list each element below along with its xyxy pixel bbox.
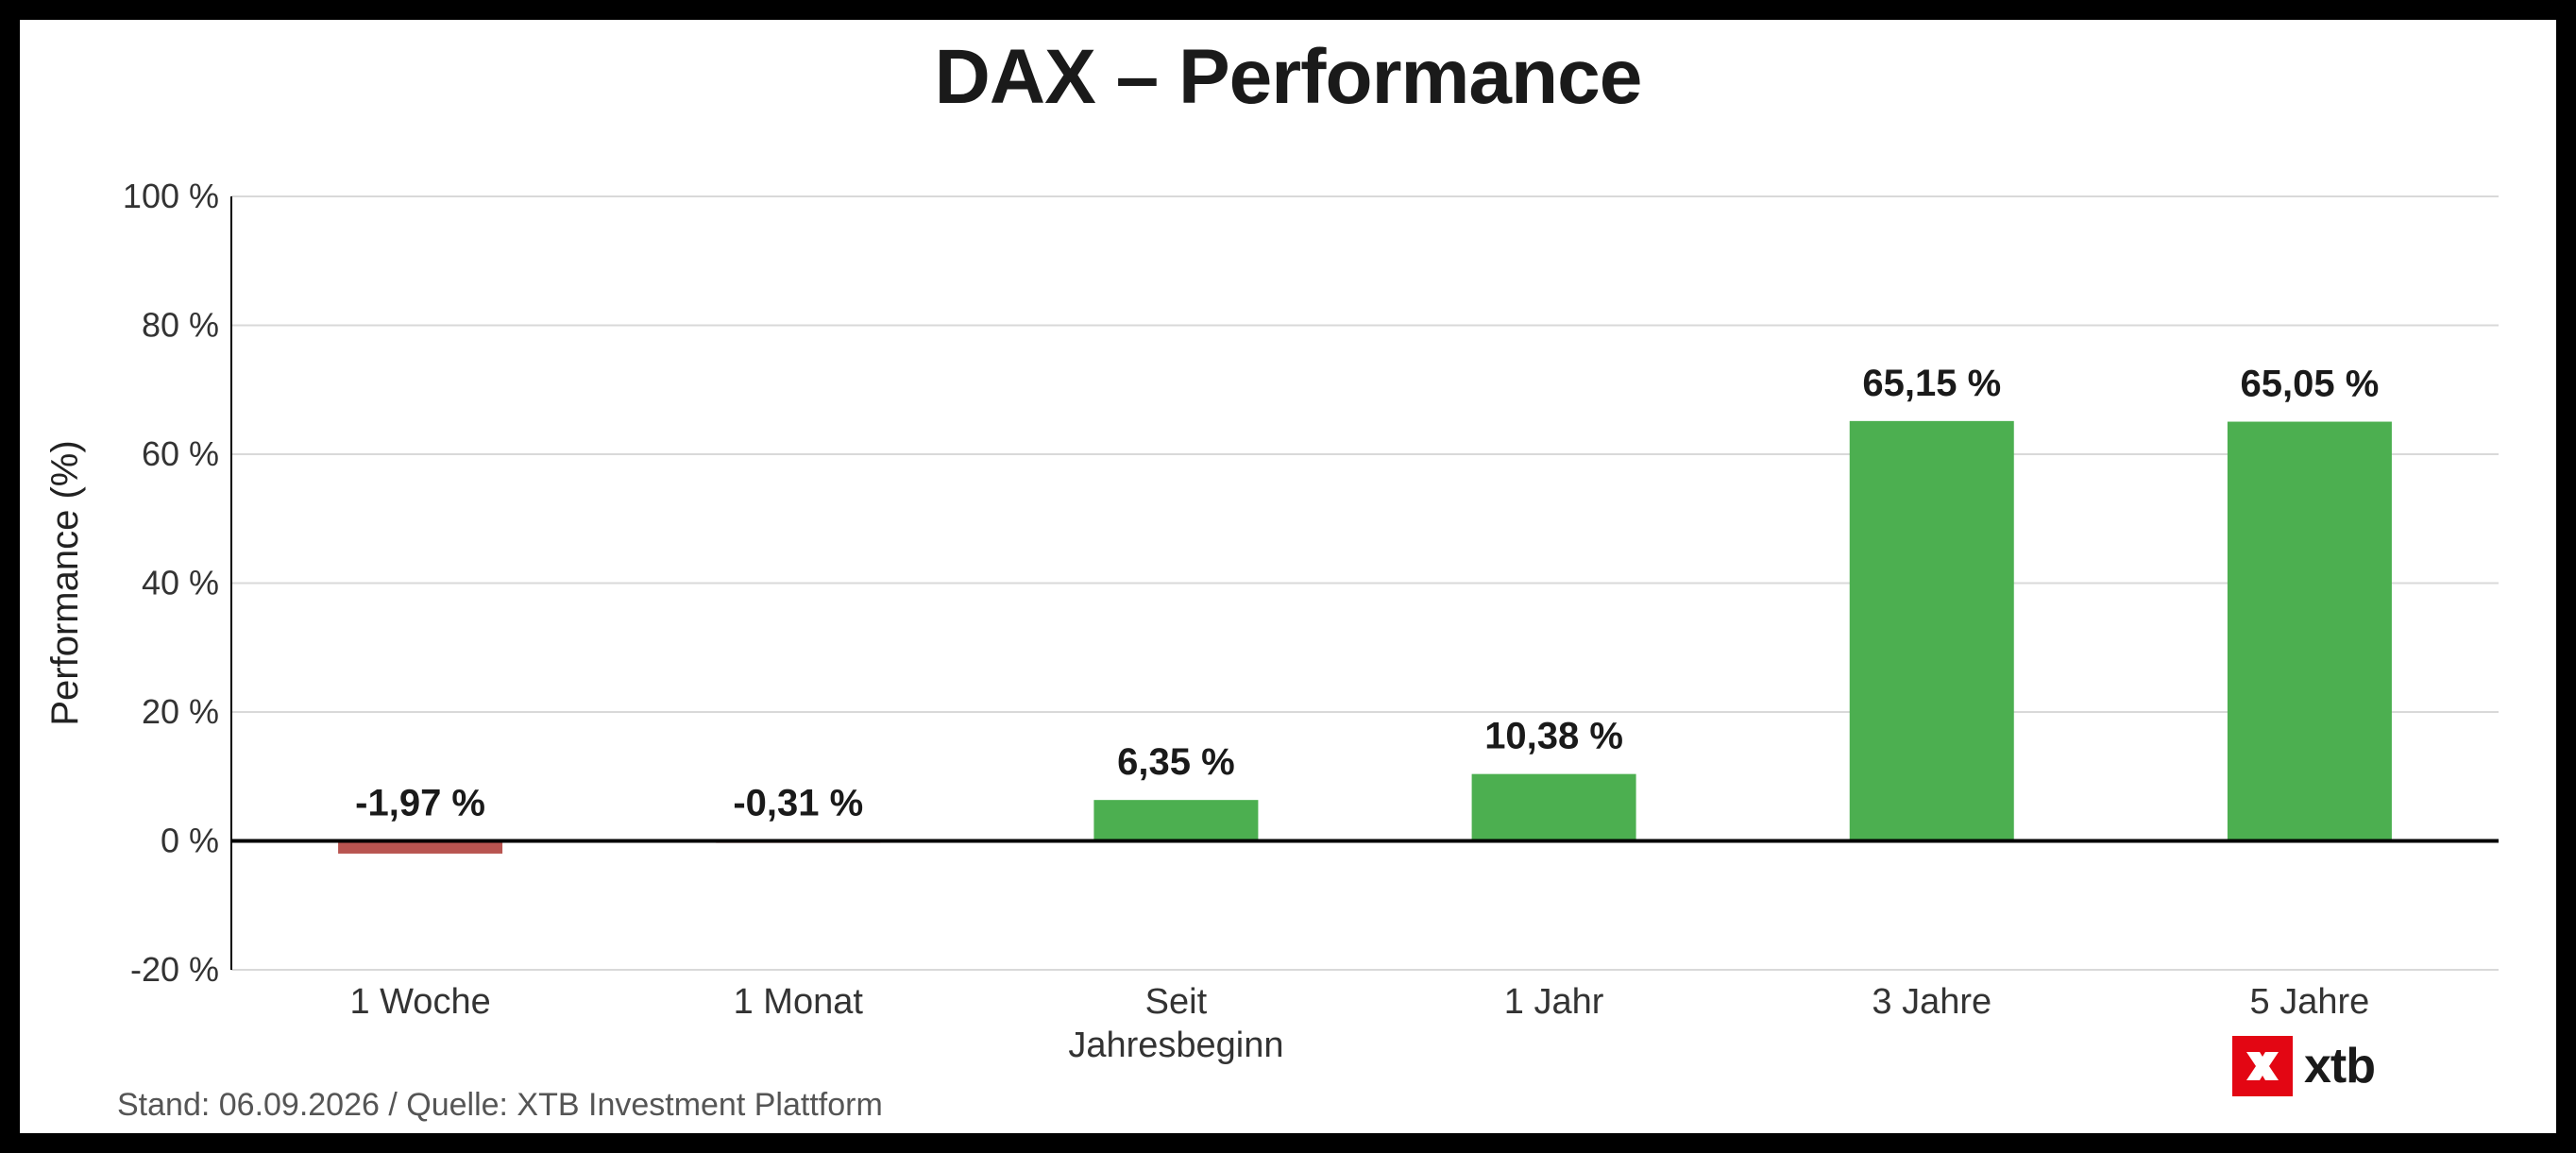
y-tick-label: 80 % (142, 306, 219, 345)
data-label: 10,38 % (1484, 716, 1623, 757)
y-tick-label: -20 % (130, 950, 219, 989)
x-tick-label: 3 Jahre (1872, 982, 1991, 1022)
bar-chart: -20 % 0 % 20 % 40 % 60 % 80 % 100 % Performance… (44, 177, 2499, 1065)
data-label: 65,05 % (2241, 364, 2380, 405)
y-tick-label: 100 % (123, 177, 219, 215)
bar (338, 840, 503, 854)
y-tick-label: 0 % (161, 822, 219, 860)
x-tick-label: 5 Jahre (2250, 982, 2370, 1022)
bar (1471, 773, 1636, 841)
bar (1849, 420, 2014, 841)
y-tick-label: 20 % (142, 692, 219, 731)
x-tick-label: Jahresbeginn (1068, 1026, 1283, 1065)
y-axis-label: Performance (%) (44, 440, 86, 725)
x-tick-label: 1 Jahr (1504, 982, 1604, 1022)
y-tick-label: 60 % (142, 434, 219, 473)
y-tick-label: 40 % (142, 564, 219, 602)
data-label: 6,35 % (1117, 741, 1235, 783)
logo-text: xtb (2304, 1039, 2376, 1094)
bar (2227, 421, 2392, 841)
data-label: -1,97 % (355, 783, 485, 824)
x-tick-label: Seit (1145, 982, 1208, 1022)
bar (1093, 800, 1259, 841)
xtb-logo: xtb (2232, 1036, 2376, 1096)
chart-title: DAX – Performance (934, 34, 1643, 120)
x-tick-label: 1 Woche (349, 982, 490, 1022)
x-tick-label: 1 Monat (734, 982, 864, 1022)
xtb-logo-icon (2232, 1036, 2293, 1096)
source-footer: Stand: 06.09.2026 / Quelle: XTB Investme… (117, 1087, 883, 1123)
chart-frame: DAX – Performance -20 % 0 % 20 % 40 % 60 % 80… (20, 20, 2556, 1133)
data-label: -0,31 % (733, 783, 863, 824)
data-label: 65,15 % (1862, 363, 2001, 404)
